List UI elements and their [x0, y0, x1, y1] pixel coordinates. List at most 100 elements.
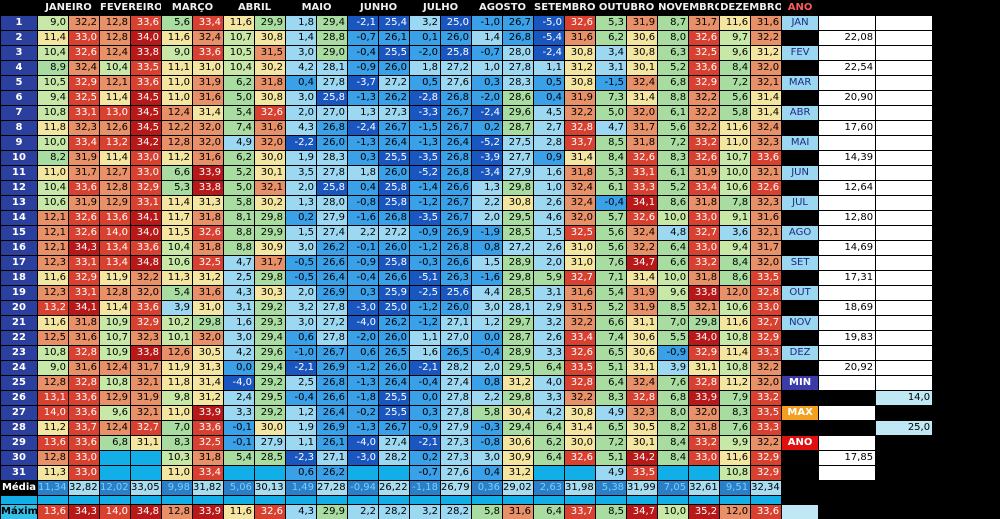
max-temp-cell[interactable]: 25,9 — [379, 286, 410, 300]
min-temp-cell[interactable]: 3,1 — [224, 301, 255, 315]
extra-value-cell[interactable]: 14,0 — [876, 391, 933, 405]
min-temp-cell[interactable]: -1,0 — [286, 346, 317, 360]
max-temp-cell[interactable]: 29,6 — [255, 346, 286, 360]
max-temp-cell[interactable]: 26,0 — [317, 136, 348, 150]
min-temp-cell[interactable]: 10,9 — [100, 346, 130, 360]
extra-value-cell[interactable] — [876, 271, 933, 285]
max-temp-cell[interactable]: 31,6 — [193, 151, 224, 165]
max-temp-cell[interactable] — [565, 466, 596, 480]
max-temp-cell[interactable]: 32,1 — [131, 406, 161, 420]
max-temp-cell[interactable]: 31,5 — [565, 301, 596, 315]
min-temp-cell[interactable]: 13,6 — [38, 436, 68, 450]
min-temp-cell[interactable]: 4,6 — [534, 211, 565, 225]
min-temp-cell[interactable]: 5,4 — [162, 286, 192, 300]
max-temp-cell[interactable]: 25,8 — [379, 196, 410, 210]
min-temp-cell[interactable]: 11,6 — [224, 16, 255, 30]
min-temp-cell[interactable]: 11,9 — [100, 271, 130, 285]
min-temp-cell[interactable]: 8,7 — [658, 16, 689, 30]
max-temp-cell[interactable]: 32,6 — [689, 31, 720, 45]
max-temp-cell[interactable]: 32,7 — [131, 421, 161, 435]
min-temp-cell[interactable]: 11,4 — [720, 346, 751, 360]
max-temp-cell[interactable]: 31,3 — [193, 196, 224, 210]
min-temp-cell[interactable]: 11,8 — [162, 376, 192, 390]
min-temp-cell[interactable]: 8,0 — [658, 31, 689, 45]
max-temp-cell[interactable]: 34,5 — [131, 91, 161, 105]
min-temp-cell[interactable]: 7,6 — [720, 421, 751, 435]
max-temp-cell[interactable]: 33,2 — [751, 391, 782, 405]
max-temp-cell[interactable] — [379, 466, 410, 480]
max-temp-cell[interactable]: 29,9 — [255, 226, 286, 240]
max-temp-cell[interactable]: 31,4 — [751, 91, 782, 105]
max-temp-cell[interactable]: 27,2 — [379, 76, 410, 90]
min-temp-cell[interactable]: -2,1 — [410, 436, 441, 450]
min-temp-cell[interactable]: 10,7 — [720, 151, 751, 165]
min-temp-cell[interactable]: -0,9 — [658, 346, 689, 360]
max-temp-cell[interactable]: 29,2 — [255, 376, 286, 390]
max-temp-cell[interactable]: 27,0 — [317, 106, 348, 120]
max-temp-cell[interactable]: 25,0 — [441, 16, 472, 30]
max-temp-cell[interactable]: 30,1 — [255, 166, 286, 180]
max-temp-cell[interactable]: 26,9 — [317, 286, 348, 300]
max-temp-cell[interactable]: 32,2 — [689, 91, 720, 105]
max-temp-cell[interactable]: 32,6 — [193, 226, 224, 240]
min-temp-cell[interactable]: 12,9 — [100, 391, 130, 405]
max-temp-cell[interactable]: 33,9 — [193, 406, 224, 420]
max-temp-cell[interactable]: 33,0 — [69, 451, 99, 465]
min-temp-cell[interactable]: -1,0 — [472, 16, 503, 30]
min-temp-cell[interactable]: -0,9 — [348, 256, 379, 270]
max-temp-cell[interactable]: 26,8 — [441, 91, 472, 105]
max-temp-cell[interactable]: 31,4 — [627, 271, 658, 285]
min-temp-cell[interactable]: -5,2 — [410, 166, 441, 180]
max-temp-cell[interactable]: 33,9 — [689, 391, 720, 405]
max-temp-cell[interactable]: 26,7 — [441, 196, 472, 210]
min-temp-cell[interactable]: 12,8 — [100, 31, 130, 45]
min-temp-cell[interactable]: 5,3 — [162, 181, 192, 195]
max-temp-cell[interactable]: 32,4 — [627, 376, 658, 390]
max-temp-cell[interactable]: 26,4 — [317, 271, 348, 285]
min-temp-cell[interactable]: 0,4 — [534, 91, 565, 105]
min-temp-cell[interactable]: -0,4 — [348, 271, 379, 285]
min-temp-cell[interactable]: 9,7 — [720, 31, 751, 45]
max-temp-cell[interactable]: 32,2 — [565, 316, 596, 330]
min-temp-cell[interactable]: -1,6 — [472, 271, 503, 285]
min-temp-cell[interactable]: 5,4 — [224, 106, 255, 120]
max-temp-cell[interactable]: 31,8 — [689, 196, 720, 210]
max-temp-cell[interactable]: 28,5 — [503, 286, 534, 300]
max-temp-cell[interactable]: 25,8 — [317, 91, 348, 105]
max-temp-cell[interactable]: 26,0 — [379, 331, 410, 345]
min-temp-cell[interactable]: 8,2 — [38, 151, 68, 165]
max-temp-cell[interactable]: 26,8 — [379, 211, 410, 225]
max-temp-cell[interactable]: 32,2 — [689, 121, 720, 135]
max-temp-cell[interactable]: 29,3 — [255, 316, 286, 330]
min-temp-cell[interactable]: 8,3 — [658, 151, 689, 165]
min-temp-cell[interactable]: 12,1 — [38, 226, 68, 240]
min-temp-cell[interactable]: 5,3 — [596, 166, 627, 180]
max-temp-cell[interactable]: 31,7 — [69, 166, 99, 180]
max-temp-cell[interactable]: 33,5 — [131, 61, 161, 75]
max-temp-cell[interactable]: 31,9 — [565, 91, 596, 105]
side-value-cell[interactable] — [819, 346, 876, 360]
min-temp-cell[interactable]: 10,8 — [720, 331, 751, 345]
min-temp-cell[interactable]: 1,5 — [534, 226, 565, 240]
max-temp-cell[interactable]: 32,3 — [69, 121, 99, 135]
min-temp-cell[interactable]: 0,0 — [410, 391, 441, 405]
max-temp-cell[interactable]: 31,5 — [255, 46, 286, 60]
max-temp-cell[interactable]: 32,0 — [193, 136, 224, 150]
min-temp-cell[interactable]: 10,4 — [100, 61, 130, 75]
min-temp-cell[interactable]: 3,0 — [286, 46, 317, 60]
max-temp-cell[interactable]: 29,6 — [503, 106, 534, 120]
min-temp-cell[interactable]: 8,1 — [224, 211, 255, 225]
min-temp-cell[interactable]: 6,1 — [658, 106, 689, 120]
min-temp-cell[interactable]: 8,8 — [658, 91, 689, 105]
min-temp-cell[interactable]: 4,9 — [596, 406, 627, 420]
min-temp-cell[interactable]: 9,0 — [38, 361, 68, 375]
max-temp-cell[interactable]: 34,0 — [689, 331, 720, 345]
min-temp-cell[interactable]: 5,0 — [224, 181, 255, 195]
max-temp-cell[interactable] — [131, 466, 161, 480]
max-temp-cell[interactable]: 31,0 — [565, 241, 596, 255]
side-value-cell[interactable] — [819, 286, 876, 300]
min-temp-cell[interactable]: 0,3 — [348, 151, 379, 165]
min-temp-cell[interactable]: 10,6 — [38, 196, 68, 210]
max-temp-cell[interactable]: 32,2 — [751, 361, 782, 375]
min-temp-cell[interactable]: 7,9 — [720, 391, 751, 405]
